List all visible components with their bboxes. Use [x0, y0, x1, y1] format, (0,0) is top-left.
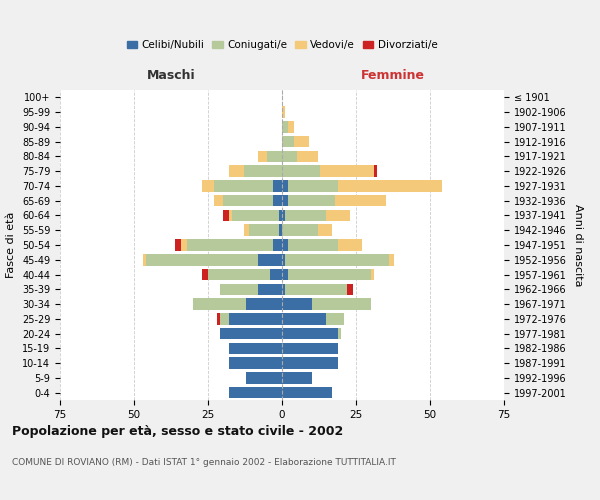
Bar — [285, 210, 326, 221]
Bar — [202, 269, 208, 280]
Bar — [288, 121, 294, 132]
Bar — [247, 372, 282, 384]
Bar — [282, 106, 285, 118]
Bar — [279, 210, 282, 221]
Bar — [229, 358, 282, 369]
Bar — [326, 210, 350, 221]
Bar — [282, 342, 338, 354]
Bar — [259, 150, 267, 162]
Bar — [347, 284, 353, 295]
Bar — [371, 269, 374, 280]
Bar — [175, 239, 181, 251]
Bar — [282, 328, 338, 340]
Bar — [273, 195, 282, 206]
Bar — [214, 180, 273, 192]
Text: Maschi: Maschi — [146, 69, 196, 82]
Bar — [202, 180, 214, 192]
Bar — [282, 224, 317, 236]
Bar — [247, 298, 282, 310]
Bar — [229, 387, 282, 398]
Bar — [288, 180, 338, 192]
Bar — [282, 166, 320, 177]
Bar — [282, 387, 332, 398]
Bar — [229, 210, 232, 221]
Bar — [282, 121, 288, 132]
Bar — [282, 298, 311, 310]
Bar — [267, 150, 282, 162]
Bar — [297, 150, 317, 162]
Bar — [143, 254, 146, 266]
Bar — [282, 358, 338, 369]
Bar — [282, 284, 285, 295]
Bar — [338, 180, 442, 192]
Bar — [282, 136, 294, 147]
Bar — [294, 136, 308, 147]
Bar — [288, 239, 338, 251]
Bar — [270, 269, 282, 280]
Bar — [338, 328, 341, 340]
Bar — [288, 269, 371, 280]
Bar — [282, 180, 288, 192]
Y-axis label: Anni di nascita: Anni di nascita — [573, 204, 583, 286]
Bar — [229, 166, 244, 177]
Y-axis label: Fasce di età: Fasce di età — [7, 212, 16, 278]
Bar — [273, 180, 282, 192]
Bar — [187, 239, 273, 251]
Bar — [338, 239, 362, 251]
Bar — [223, 210, 229, 221]
Bar — [282, 313, 326, 324]
Bar — [217, 313, 220, 324]
Bar — [285, 254, 389, 266]
Bar — [259, 284, 282, 295]
Bar — [229, 313, 282, 324]
Legend: Celibi/Nubili, Coniugati/e, Vedovi/e, Divorziati/e: Celibi/Nubili, Coniugati/e, Vedovi/e, Di… — [122, 36, 442, 54]
Bar — [220, 313, 229, 324]
Bar — [317, 224, 332, 236]
Bar — [229, 342, 282, 354]
Bar — [282, 372, 311, 384]
Bar — [282, 210, 285, 221]
Bar — [220, 328, 282, 340]
Bar — [279, 224, 282, 236]
Text: COMUNE DI ROVIANO (RM) - Dati ISTAT 1° gennaio 2002 - Elaborazione TUTTITALIA.IT: COMUNE DI ROVIANO (RM) - Dati ISTAT 1° g… — [12, 458, 396, 467]
Bar — [223, 195, 273, 206]
Bar — [214, 195, 223, 206]
Bar — [288, 195, 335, 206]
Bar — [282, 239, 288, 251]
Bar — [244, 166, 282, 177]
Bar — [326, 313, 344, 324]
Bar — [232, 210, 279, 221]
Bar — [282, 195, 288, 206]
Text: Femmine: Femmine — [361, 69, 425, 82]
Bar — [208, 269, 270, 280]
Bar — [335, 195, 386, 206]
Bar — [320, 166, 374, 177]
Bar — [273, 239, 282, 251]
Bar — [389, 254, 394, 266]
Bar — [259, 254, 282, 266]
Bar — [282, 150, 297, 162]
Bar — [250, 224, 279, 236]
Bar — [181, 239, 187, 251]
Bar — [282, 254, 285, 266]
Bar — [311, 298, 371, 310]
Bar — [374, 166, 377, 177]
Bar — [285, 284, 347, 295]
Bar — [282, 269, 288, 280]
Text: Popolazione per età, sesso e stato civile - 2002: Popolazione per età, sesso e stato civil… — [12, 425, 343, 438]
Bar — [244, 224, 250, 236]
Bar — [146, 254, 259, 266]
Bar — [220, 284, 259, 295]
Bar — [193, 298, 247, 310]
